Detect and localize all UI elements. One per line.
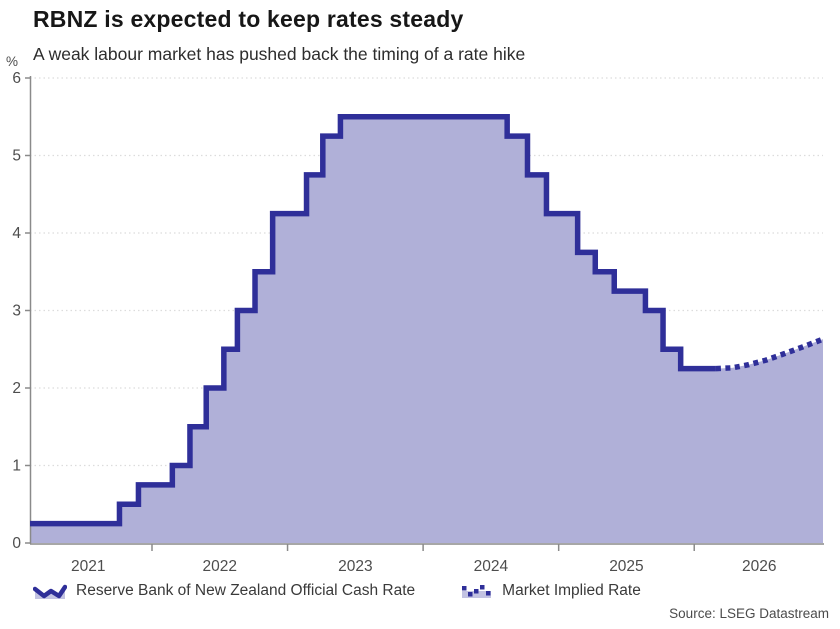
y-tick-label: 2 (12, 380, 21, 397)
y-tick-label: 3 (12, 303, 21, 320)
y-tick-label: 5 (12, 148, 21, 165)
y-tick-label: 1 (12, 458, 21, 475)
solid-area-legend-icon (33, 584, 67, 599)
x-tick-label: 2021 (71, 558, 105, 575)
y-tick-label: 0 (12, 535, 21, 552)
x-tick-label: 2024 (474, 558, 509, 575)
rate-area-fill (30, 116, 823, 543)
dotted-line-legend-icon (462, 585, 492, 598)
legend: Reserve Bank of New Zealand Official Cas… (33, 582, 641, 600)
legend-label-official-cash-rate: Reserve Bank of New Zealand Official Cas… (76, 582, 416, 599)
chart-subtitle: A weak labour market has pushed back the… (33, 44, 526, 64)
market-implied-rate-line (715, 336, 824, 372)
y-axis-unit-label: % (6, 54, 18, 69)
official-cash-rate-line (30, 114, 716, 527)
legend-item-official-cash-rate: Reserve Bank of New Zealand Official Cas… (33, 582, 415, 600)
source-credit: Source: LSEG Datastream (669, 606, 829, 621)
legend-item-market-implied: Market Implied Rate (461, 582, 641, 600)
x-tick-label: 2026 (742, 558, 776, 575)
chart-title: RBNZ is expected to keep rates steady (33, 6, 464, 32)
x-tick-label: 2025 (609, 558, 643, 575)
x-tick-label: 2023 (338, 558, 372, 575)
y-tick-label: 6 (12, 70, 21, 87)
y-tick-label: 4 (12, 225, 21, 242)
legend-label-market-implied: Market Implied Rate (502, 582, 641, 599)
x-tick-label: 2022 (203, 558, 237, 575)
